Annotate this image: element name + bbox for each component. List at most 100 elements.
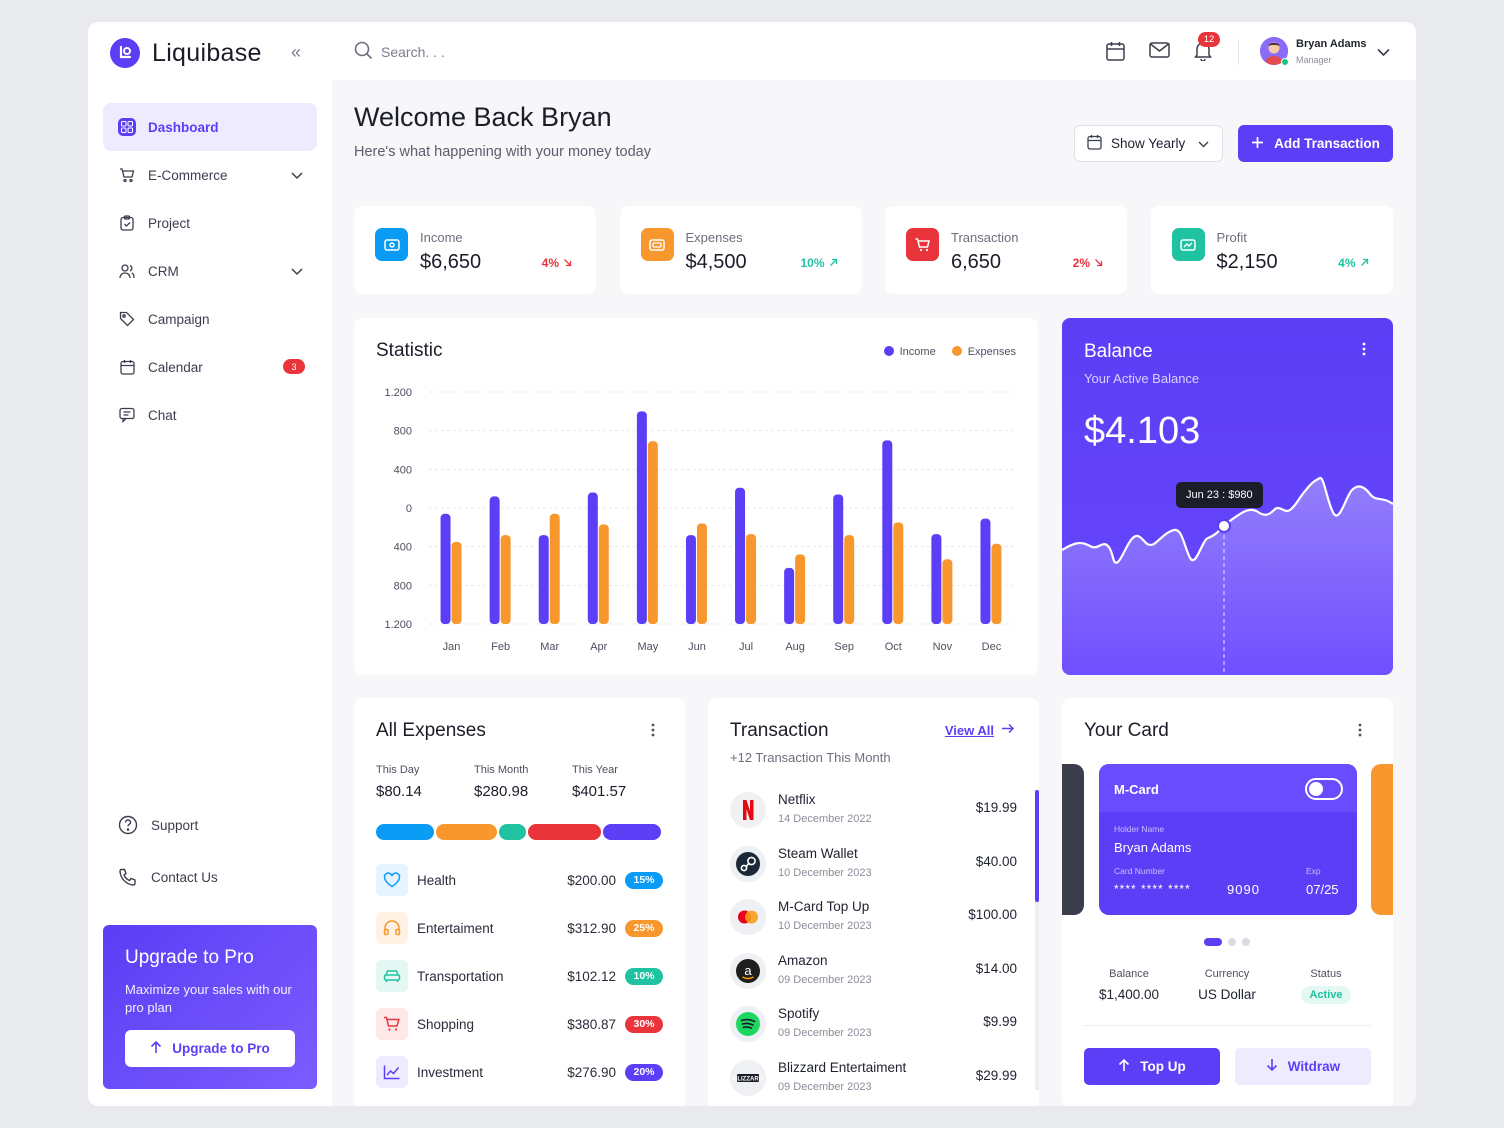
mail-icon[interactable] (1149, 41, 1170, 64)
transaction-row[interactable]: Steam Wallet 10 December 2023 $40.00 (730, 844, 1017, 884)
bar-expenses-oct[interactable] (893, 522, 904, 625)
collapse-sidebar-icon[interactable]: « (291, 42, 302, 62)
bar-expenses-apr[interactable] (598, 524, 609, 624)
calendar-icon[interactable] (1106, 41, 1125, 66)
sidebar-item-ecommerce[interactable]: E-Commerce (103, 151, 317, 199)
more-vertical-icon[interactable] (651, 723, 655, 742)
expense-row[interactable]: Shopping $380.87 30% (376, 1008, 663, 1040)
more-vertical-icon[interactable] (1358, 723, 1362, 742)
bar-income-aug[interactable] (784, 567, 795, 624)
expense-row[interactable]: Entertaiment $312.90 25% (376, 912, 663, 944)
bar-expenses-aug[interactable] (795, 554, 806, 624)
transaction-row[interactable]: M-Card Top Up 10 December 2023 $100.00 (730, 897, 1017, 937)
carousel-dot[interactable] (1242, 938, 1250, 946)
bar-expenses-nov[interactable] (942, 559, 953, 624)
divider (1084, 1025, 1371, 1026)
bar-income-jun[interactable] (685, 535, 696, 624)
bar-expenses-feb[interactable] (500, 535, 511, 624)
brand-logo[interactable]: Liquibase (110, 38, 262, 68)
statistic-chart: 1.200 800 400 0 400 800 1.200 Jan Feb Mar Apr May Ju… (384, 387, 1018, 653)
scrollbar-track[interactable] (1035, 790, 1039, 1090)
card-exp: 07/25 (1306, 882, 1339, 897)
bar-income-jan[interactable] (440, 513, 451, 624)
transaction-row[interactable]: BLIZZARD Blizzard Entertaiment 09 December… (730, 1058, 1017, 1098)
show-yearly-dropdown[interactable]: Show Yearly (1074, 125, 1223, 162)
search-input[interactable]: Search. . . (381, 44, 445, 60)
bar-income-feb[interactable] (489, 496, 500, 624)
stat-this-year: This Year $401.57 (572, 764, 627, 800)
x-tick-label: Mar (540, 641, 559, 653)
transactions-title: Transaction (730, 720, 829, 741)
bar-income-apr[interactable] (587, 492, 598, 624)
prev-card-peek[interactable] (1062, 764, 1084, 915)
bar-income-jul[interactable] (735, 487, 746, 624)
bar-income-mar[interactable] (538, 535, 549, 624)
transaction-row[interactable]: a Amazon 09 December 2023 $14.00 (730, 951, 1017, 991)
sidebar-item-calendar[interactable]: Calendar 3 (103, 343, 317, 391)
bar-income-oct[interactable] (882, 440, 893, 624)
sidebar-item-project[interactable]: Project (103, 199, 317, 247)
next-card-peek[interactable] (1371, 764, 1393, 915)
view-all-link[interactable]: View All (945, 721, 1015, 739)
sidebar-item-label: Project (148, 215, 191, 231)
expense-row[interactable]: Transportation $102.12 10% (376, 960, 663, 992)
withdraw-button[interactable]: Witdraw (1235, 1048, 1371, 1085)
more-vertical-icon[interactable] (1362, 342, 1366, 361)
bar-expenses-sep[interactable] (844, 535, 855, 624)
help-circle-icon (118, 815, 138, 835)
card-balance: Balance $1,400.00 (1098, 968, 1160, 1002)
avatar[interactable] (1260, 37, 1288, 65)
bar-expenses-jul[interactable] (746, 534, 757, 624)
expense-row[interactable]: Health $200.00 15% (376, 864, 663, 896)
sidebar-item-chat[interactable]: Chat (103, 391, 317, 439)
upgrade-text: Maximize your sales with our pro plan (125, 982, 292, 1015)
transaction-amount: $29.99 (975, 1067, 1017, 1083)
bar-income-dec[interactable] (980, 518, 991, 624)
chevron-down-icon (1198, 136, 1209, 151)
kpi-label: Expenses (685, 230, 743, 245)
bar-expenses-dec[interactable] (991, 543, 1002, 624)
x-tick-label: Jul (739, 641, 753, 653)
top-up-button[interactable]: Top Up (1084, 1048, 1220, 1085)
card-toggle[interactable] (1305, 778, 1343, 800)
trend-up-icon (1360, 256, 1369, 270)
status-badge: Active (1301, 986, 1351, 1004)
statistic-card: Statistic Income Expenses 1.200 800 400 0 40… (354, 318, 1038, 675)
transaction-amount: $19.99 (975, 800, 1017, 815)
transaction-amount: $100.00 (968, 907, 1017, 922)
bar-expenses-mar[interactable] (549, 513, 560, 624)
transaction-row[interactable]: Spotify 09 December 2023 $9.99 (730, 1004, 1017, 1044)
bar-expenses-jun[interactable] (696, 523, 707, 624)
card-number-masked: **** **** **** (1114, 882, 1191, 896)
user-name[interactable]: Bryan Adams (1296, 38, 1367, 50)
credit-card[interactable]: M-Card Holder Name Bryan Adams Card Numb… (1099, 764, 1357, 915)
sidebar-item-campaign[interactable]: Campaign (103, 295, 317, 343)
transaction-row[interactable]: Netflix 14 December 2022 $19.99 (730, 790, 1017, 830)
scrollbar-thumb[interactable] (1035, 790, 1039, 902)
add-transaction-button[interactable]: Add Transaction (1238, 125, 1393, 162)
bar-income-sep[interactable] (833, 494, 844, 624)
support-link[interactable]: Support (118, 810, 308, 840)
contact-us-link[interactable]: Contact Us (118, 862, 308, 892)
expense-segment (376, 824, 435, 840)
chevron-down-icon[interactable] (1377, 44, 1390, 62)
sidebar-item-dashboard[interactable]: Dashboard (103, 103, 317, 151)
sidebar-item-label: Dashboard (148, 119, 219, 135)
expense-name: Investment (417, 1064, 484, 1080)
bar-income-may[interactable] (636, 411, 647, 624)
app-window: Liquibase « Dashboard E-Commerce Project… (88, 22, 1416, 1106)
svg-text:a: a (744, 963, 752, 978)
bar-income-nov[interactable] (931, 534, 942, 624)
sidebar-item-crm[interactable]: CRM (103, 247, 317, 295)
expense-name: Transportation (417, 968, 504, 984)
carousel-dot-active[interactable] (1204, 938, 1222, 946)
search-bar[interactable]: Search. . . (354, 41, 445, 63)
cart-icon (118, 166, 136, 184)
upgrade-button[interactable]: Upgrade to Pro (125, 1030, 295, 1067)
upgrade-title: Upgrade to Pro (125, 947, 254, 968)
bar-expenses-jan[interactable] (451, 541, 462, 624)
carousel-dot[interactable] (1228, 938, 1236, 946)
bar-expenses-may[interactable] (647, 441, 658, 624)
expense-row[interactable]: Investment $276.90 20% (376, 1056, 663, 1088)
x-tick-label: Oct (885, 641, 902, 653)
